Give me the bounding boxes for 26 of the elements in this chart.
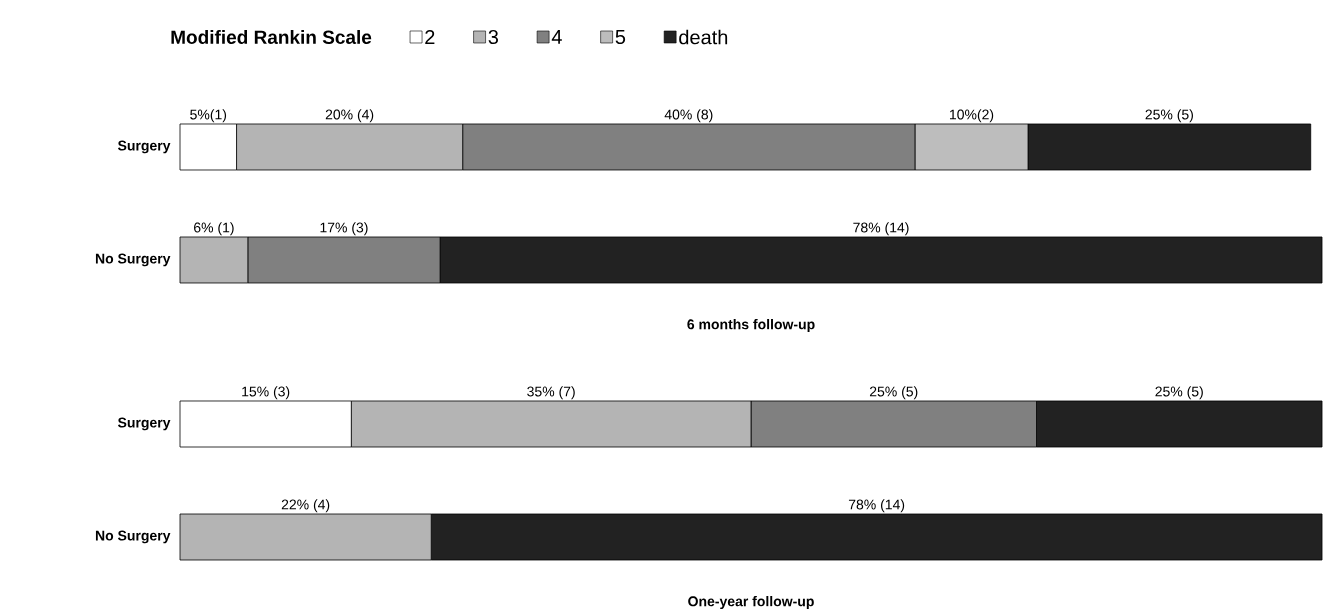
legend-label: 4 — [551, 30, 562, 44]
legend-label: 3 — [488, 29, 499, 45]
legend-title: Modified Rankin Scale — [171, 30, 372, 44]
data-label: 78% (14) — [848, 499, 905, 513]
data-label: 25% (5) — [1145, 109, 1193, 123]
data-label: 25% (5) — [869, 386, 918, 400]
x-axis-title: 6 months follow-up — [687, 319, 815, 333]
y-tick-label: No Surgery — [95, 253, 171, 267]
legend-label: death — [679, 29, 728, 45]
legend-label: 2 — [425, 30, 435, 44]
data-label: 5%(1) — [190, 109, 227, 123]
y-tick-label: No Surgery — [95, 530, 171, 544]
data-label: 10%(2) — [949, 109, 994, 123]
legend-label: 5 — [615, 30, 626, 44]
data-label: 6% (1) — [194, 222, 234, 236]
data-label: 17% (3) — [320, 222, 368, 236]
data-label: 35% (7) — [527, 386, 575, 400]
data-label: 40% (8) — [664, 109, 713, 123]
y-tick-label: Surgery — [117, 140, 171, 154]
y-tick-label: Surgery — [117, 417, 171, 431]
data-label: 15% (3) — [242, 386, 290, 400]
data-label: 78% (14) — [853, 222, 909, 236]
data-label: 22% (4) — [281, 499, 330, 513]
data-label: 25% (5) — [1155, 386, 1203, 400]
data-label: 20% (4) — [325, 109, 374, 123]
x-axis-title: One-year follow-up — [688, 596, 814, 610]
